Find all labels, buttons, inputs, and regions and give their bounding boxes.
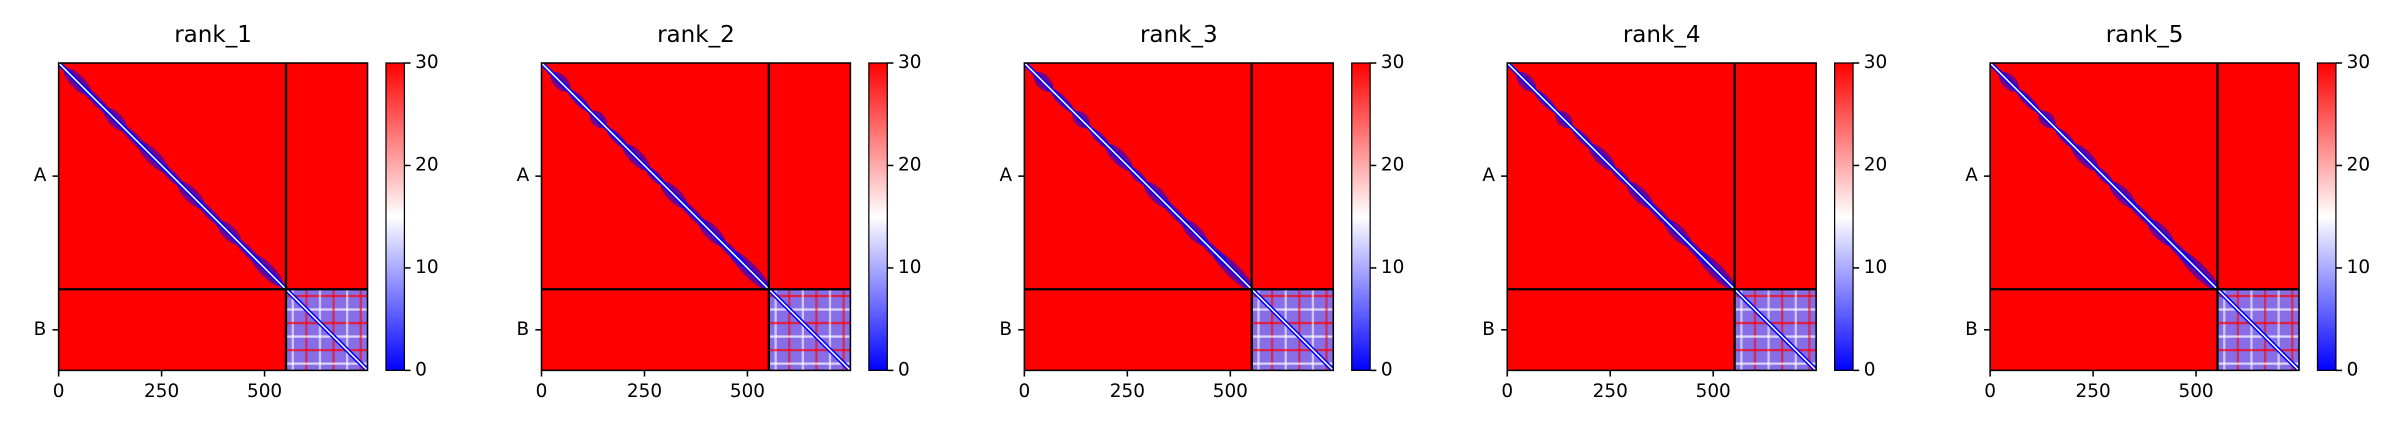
heatmap-panel: A B 0 250 500 rank_1 0 10 20 30 — [34, 22, 439, 402]
colorbar-tick-label: 10 — [1381, 257, 1404, 278]
x-tick-label: 250 — [1593, 381, 1628, 402]
x-tick-label: 500 — [1213, 381, 1248, 402]
chart-title: rank_5 — [2106, 22, 2184, 48]
x-tick-label: 250 — [1110, 381, 1145, 402]
colorbar-tick-label: 0 — [1864, 359, 1876, 380]
heatmap-image — [1024, 63, 1334, 371]
colorbar-tick-label: 10 — [415, 257, 438, 278]
diagonal-core — [1024, 63, 1334, 371]
x-tick-label: 250 — [2075, 381, 2110, 402]
x-tick-label: 0 — [53, 381, 65, 402]
colorbar-tick-label: 20 — [898, 154, 921, 175]
colorbar — [1833, 62, 1854, 371]
x-tick-label: 0 — [1501, 381, 1513, 402]
x-tick-label: 500 — [1696, 381, 1731, 402]
frame — [1023, 62, 1335, 372]
colorbar-tick-label: 30 — [1864, 52, 1887, 73]
x-tick-label: 250 — [144, 381, 179, 402]
y-tick-label: A — [999, 165, 1012, 186]
heatmap-image — [541, 63, 851, 371]
y-tick-label: A — [1482, 165, 1495, 186]
y-tick-label: A — [1965, 165, 1978, 186]
x-tick-label: 500 — [730, 381, 765, 402]
diagonal-core — [541, 63, 851, 371]
heatmap-panel: A B 0 250 500 rank_5 0 10 20 30 — [1965, 22, 2370, 402]
y-tick-label: A — [517, 165, 530, 186]
colorbar — [385, 62, 406, 371]
colorbar — [1351, 62, 1371, 371]
frame — [1506, 62, 1817, 372]
y-tick-label: B — [999, 319, 1012, 340]
chart-title: rank_4 — [1623, 22, 1701, 48]
chart-title: rank_2 — [657, 22, 735, 48]
heatmap-panel: A B 0 250 500 rank_4 0 10 20 30 — [1482, 22, 1887, 402]
colorbar-tick-label: 30 — [898, 52, 921, 73]
chart-title: rank_3 — [1140, 22, 1218, 48]
colorbar-tick-label: 0 — [1381, 359, 1393, 380]
frame — [1989, 62, 2300, 372]
colorbar-tick-label: 20 — [2347, 154, 2370, 175]
heatmap-panel: A B 0 250 500 rank_2 0 10 20 30 — [517, 22, 922, 402]
chart-title: rank_1 — [174, 22, 252, 48]
x-tick-label: 0 — [536, 381, 548, 402]
colorbar-tick-label: 30 — [415, 52, 438, 73]
y-tick-label: B — [517, 319, 530, 340]
colorbar-tick-label: 0 — [415, 359, 427, 380]
colorbar-tick-label: 0 — [2347, 359, 2359, 380]
heatmap-image — [1507, 63, 1817, 371]
x-tick-label: 250 — [627, 381, 662, 402]
heatmap-image — [1990, 63, 2300, 371]
heatmap-panel: A B 0 250 500 rank_3 0 10 20 30 — [999, 22, 1404, 402]
x-tick-label: 0 — [1984, 381, 1996, 402]
y-tick-label: B — [1965, 319, 1978, 340]
colorbar-tick-label: 30 — [1381, 52, 1404, 73]
x-tick-label: 500 — [247, 381, 282, 402]
colorbar — [2316, 62, 2337, 371]
colorbar-tick-label: 10 — [1864, 257, 1887, 278]
colorbar-tick-label: 10 — [898, 257, 921, 278]
colorbar-tick-label: 30 — [2347, 52, 2370, 73]
diagonal-core — [58, 63, 368, 371]
colorbar-tick-label: 0 — [898, 359, 910, 380]
colorbar-tick-label: 20 — [1381, 154, 1404, 175]
x-tick-label: 500 — [2178, 381, 2213, 402]
frame — [540, 62, 852, 372]
diagonal-core — [1507, 63, 1817, 371]
x-tick-label: 0 — [1019, 381, 1031, 402]
diagonal-core — [1990, 63, 2300, 371]
y-tick-label: B — [1482, 319, 1495, 340]
heatmap-image — [58, 63, 368, 371]
colorbar-tick-label: 20 — [415, 154, 438, 175]
y-tick-label: B — [34, 319, 47, 340]
colorbar — [868, 62, 888, 371]
colorbar-tick-label: 10 — [2347, 257, 2370, 278]
y-tick-label: A — [34, 165, 47, 186]
colorbar-tick-label: 20 — [1864, 154, 1887, 175]
frame — [57, 62, 369, 372]
